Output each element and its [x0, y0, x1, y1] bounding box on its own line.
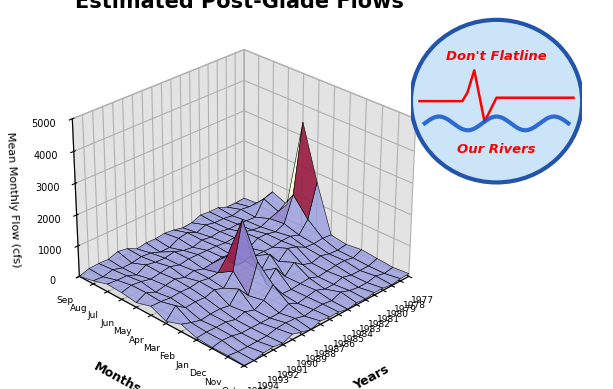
Title: Estimated Post-Glade Flows: Estimated Post-Glade Flows [75, 0, 403, 12]
Text: Don't Flatline: Don't Flatline [446, 50, 547, 63]
Ellipse shape [411, 20, 582, 182]
Text: Our Rivers: Our Rivers [457, 142, 536, 156]
X-axis label: Years: Years [351, 363, 391, 389]
Y-axis label: Months: Months [91, 360, 143, 389]
